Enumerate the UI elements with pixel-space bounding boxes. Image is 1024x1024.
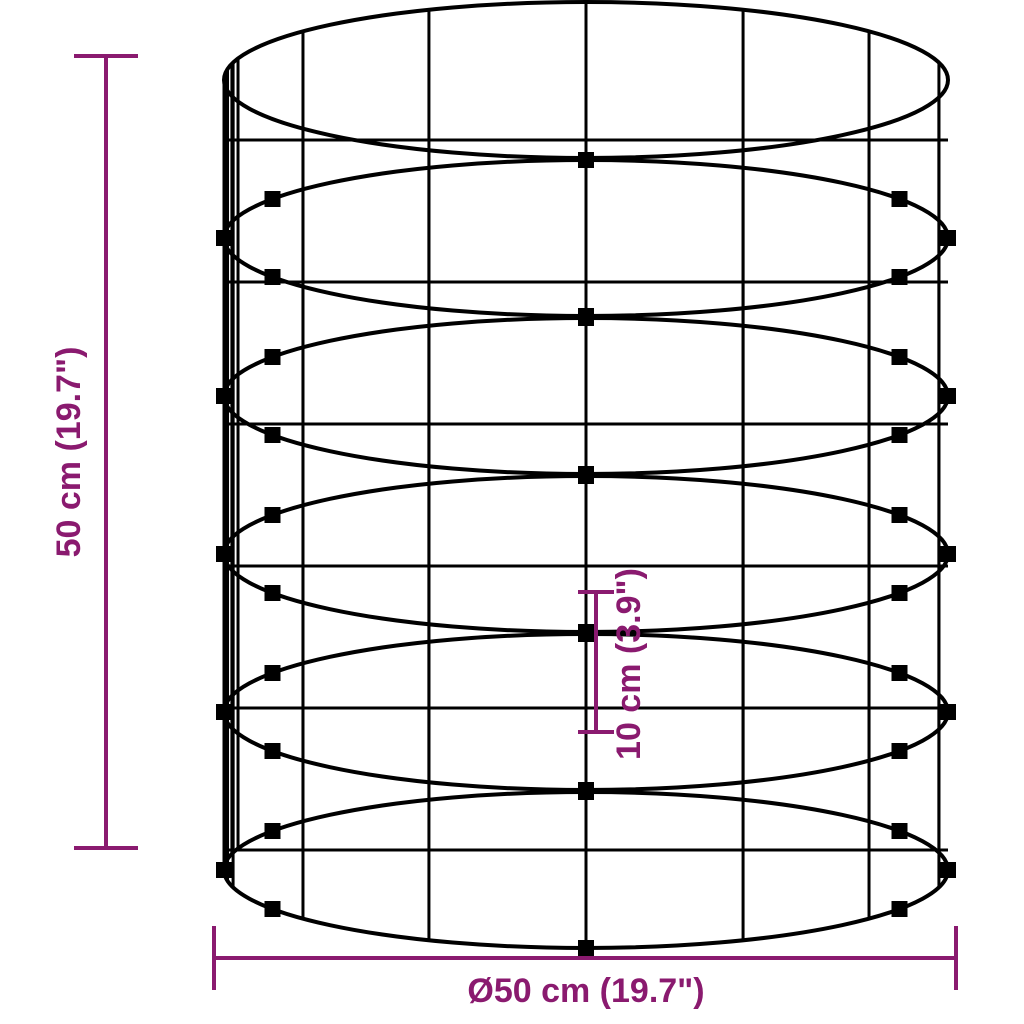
wire-clip xyxy=(892,665,908,681)
wire-clip xyxy=(264,901,280,917)
wire-clip xyxy=(892,901,908,917)
dimension-height-label: 50 cm (19.7") xyxy=(50,347,88,558)
wire-clip xyxy=(264,585,280,601)
wire-clip xyxy=(264,507,280,523)
wire-clip xyxy=(940,862,956,878)
technical-diagram: 50 cm (19.7") Ø50 cm (19.7") 10 cm (3.9") xyxy=(0,0,1024,1024)
wire-clip xyxy=(940,230,956,246)
dimension-height: 50 cm (19.7") xyxy=(50,56,138,848)
dimension-diameter-label: Ø50 cm (19.7") xyxy=(467,972,704,1010)
wire-clip xyxy=(892,823,908,839)
wire-clip xyxy=(892,507,908,523)
wire-clip xyxy=(578,152,594,168)
wire-clip xyxy=(940,704,956,720)
wire-clip xyxy=(216,388,232,404)
wire-clip xyxy=(578,310,594,326)
wire-clip xyxy=(264,191,280,207)
wire-cage xyxy=(216,2,956,956)
wire-clip xyxy=(216,862,232,878)
wire-clip xyxy=(892,269,908,285)
wire-clip xyxy=(264,427,280,443)
wire-clip xyxy=(264,269,280,285)
wire-clip xyxy=(578,468,594,484)
wire-clip xyxy=(940,388,956,404)
wire-clip xyxy=(216,546,232,562)
wire-clip xyxy=(892,349,908,365)
wire-clip xyxy=(264,665,280,681)
wire-clip xyxy=(578,940,594,956)
wire-clip xyxy=(892,191,908,207)
wire-clip xyxy=(264,743,280,759)
dimension-spacing-label: 10 cm (3.9") xyxy=(610,568,648,760)
wire-clip xyxy=(892,585,908,601)
wire-clip xyxy=(578,784,594,800)
wire-clip xyxy=(216,230,232,246)
wire-clip xyxy=(264,823,280,839)
dimension-grid-spacing: 10 cm (3.9") xyxy=(578,568,648,760)
wire-clip xyxy=(892,743,908,759)
wire-clip xyxy=(940,546,956,562)
wire-clip xyxy=(578,626,594,642)
wire-clip xyxy=(892,427,908,443)
wire-clip xyxy=(264,349,280,365)
wire-clip xyxy=(216,704,232,720)
